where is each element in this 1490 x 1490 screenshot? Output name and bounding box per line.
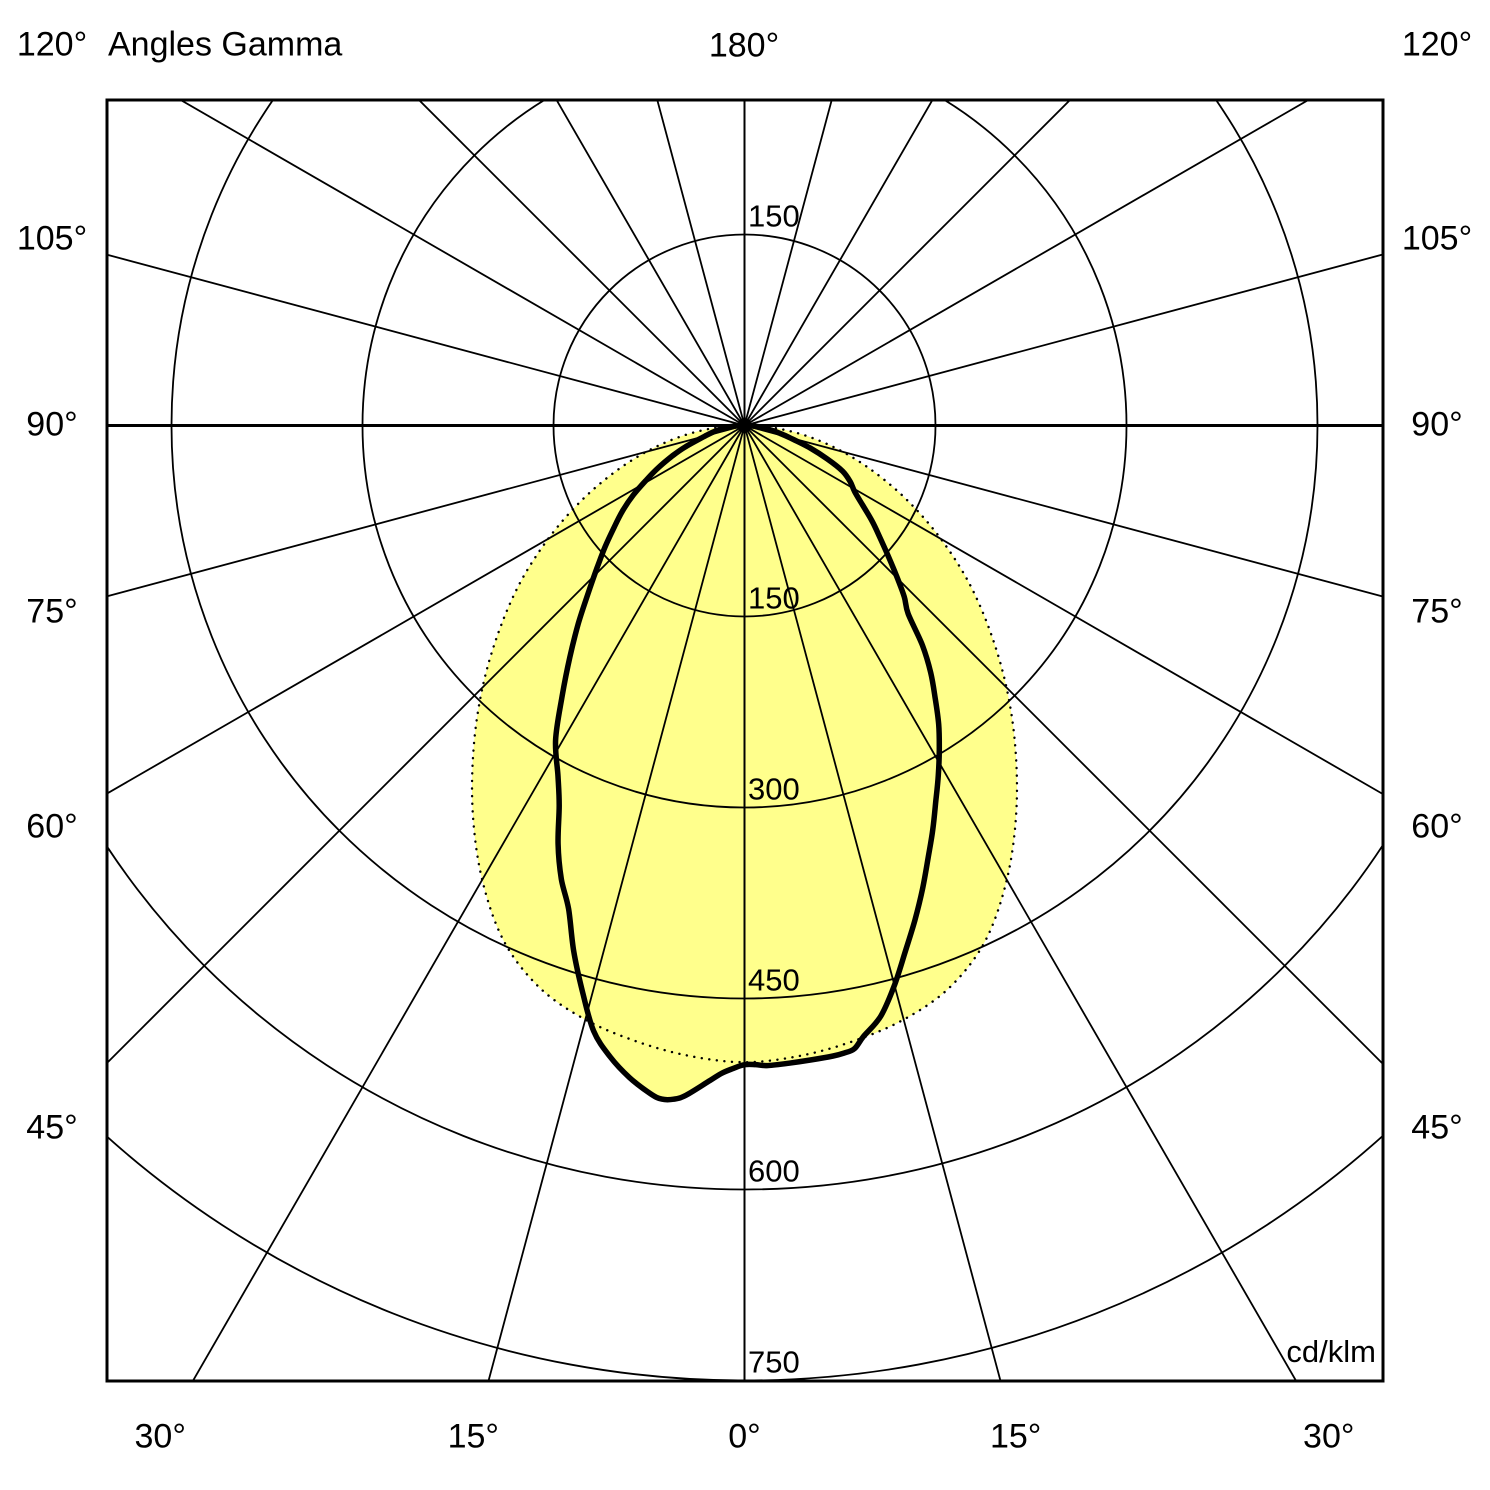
gamma-grid-ray <box>656 100 746 426</box>
gamma-grid-ray <box>107 253 745 427</box>
gamma-grid-ray <box>743 100 1072 427</box>
solid-curve-fill <box>555 425 940 1100</box>
solid-photometric-curve <box>552 422 943 1103</box>
gamma-label-bottom-1: 15° <box>447 1417 500 1456</box>
gamma-grid-ray <box>743 425 1298 1381</box>
gamma-label-right-75: 75° <box>1411 592 1463 631</box>
gamma-label-right-105: 105° <box>1401 219 1473 258</box>
gamma-label-left-120: 120° <box>16 25 88 64</box>
gamma-label-bottom-2: 0° <box>728 1417 761 1456</box>
radial-tick-label: 450 <box>748 963 800 998</box>
radial-tick-label: 750 <box>748 1345 800 1380</box>
gamma-grid-ray <box>744 424 1383 598</box>
gamma-grid-ray <box>744 100 1311 427</box>
gamma-label-bottom-0: 30° <box>134 1417 186 1456</box>
gamma-grid-ray <box>107 424 745 598</box>
gamma-grid-ray <box>417 100 746 427</box>
gamma-grid-ray <box>178 100 745 427</box>
radial-tick-label-top: 150 <box>748 199 800 234</box>
gamma-label-left-75: 75° <box>26 592 78 631</box>
gamma-label-left-105: 105° <box>16 219 88 258</box>
radial-tick-label: 150 <box>748 581 800 616</box>
gamma-grid-ray <box>744 253 1383 427</box>
gamma-grid-ray <box>107 424 746 1065</box>
gamma-label-left-60: 60° <box>26 807 78 846</box>
gamma-grid-ray <box>487 425 746 1381</box>
gamma-label-right-120: 120° <box>1401 25 1473 64</box>
gamma-label-right-90: 90° <box>1411 405 1463 444</box>
gamma-label-left-45: 45° <box>26 1108 78 1147</box>
radial-tick-label: 300 <box>748 772 800 807</box>
gamma-grid-ray <box>107 424 745 795</box>
gamma-label-left-90: 90° <box>26 405 78 444</box>
gamma-label-bottom-4: 30° <box>1303 1417 1355 1456</box>
gamma-grid-ray <box>743 100 934 426</box>
radial-tick-label: 600 <box>748 1154 800 1189</box>
gamma-label-bottom-3: 15° <box>989 1417 1042 1456</box>
gamma-label-right-45: 45° <box>1411 1108 1463 1147</box>
plot-border <box>105 98 1385 1383</box>
gamma-grid-ray <box>744 424 1383 796</box>
gamma-label-right-60: 60° <box>1411 807 1463 846</box>
radial-grid-ring <box>361 100 1128 809</box>
unit-label: cd/klm <box>1286 1334 1376 1369</box>
top-axis-label-180: 180° <box>708 26 780 65</box>
gamma-grid-ray <box>743 425 1002 1381</box>
gamma-grid-ray <box>555 100 746 426</box>
gamma-grid-ray <box>191 425 746 1381</box>
gamma-grid-ray <box>743 100 833 426</box>
chart-title: Angles Gamma <box>108 25 343 64</box>
dotted-photometric-curve <box>470 424 1019 1064</box>
radial-grid-ring <box>552 233 937 618</box>
polar-origin-dot <box>737 418 752 433</box>
radial-grid-ring <box>170 100 1319 1000</box>
radial-grid-ring <box>107 843 1383 1191</box>
gamma-grid-ray <box>743 424 1383 1066</box>
